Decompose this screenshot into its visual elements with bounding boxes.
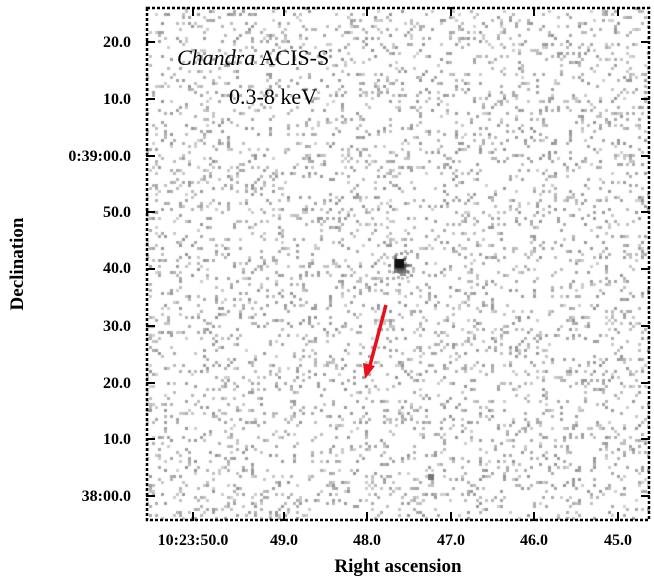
dec-tick-label: 10.0 xyxy=(103,91,131,108)
ra-tick-label: 49.0 xyxy=(270,532,298,549)
ra-tick-label: 48.0 xyxy=(353,532,381,549)
dec-tick-label: 50.0 xyxy=(103,204,131,221)
dec-tick-label: 40.0 xyxy=(103,260,131,277)
image-border xyxy=(145,6,651,522)
dec-tick-label: 30.0 xyxy=(103,318,131,335)
ra-tick-label: 45.0 xyxy=(604,532,632,549)
ra-tick-label: 10:23:50.0 xyxy=(157,532,229,549)
ra-tick-label: 46.0 xyxy=(520,532,548,549)
y-axis-title: Declination xyxy=(7,217,28,311)
dec-tick-label: 38:00.0 xyxy=(81,488,131,505)
instrument-name-italic: Chandra xyxy=(177,45,256,70)
dec-tick-label: 20.0 xyxy=(103,375,131,392)
dec-tick-label: 0:39:00.0 xyxy=(68,148,131,165)
ra-tick-label: 47.0 xyxy=(437,532,465,549)
dec-tick-label: 10.0 xyxy=(103,431,131,448)
photon-counts-image xyxy=(146,7,650,521)
arrow-shaft xyxy=(367,304,388,370)
energy-band-caption: 0.3-8 keV xyxy=(229,84,317,109)
instrument-caption: Chandra ACIS-S xyxy=(177,45,329,71)
axis-tick-marks xyxy=(146,7,650,521)
instrument-name-rest: ACIS-S xyxy=(259,45,330,70)
x-axis-title: Right ascension xyxy=(334,556,462,577)
xray-image-panel xyxy=(145,6,651,522)
dec-tick-label: 20.0 xyxy=(103,34,131,51)
arrow-head xyxy=(363,363,375,379)
red-arrow xyxy=(363,304,388,379)
image-frame xyxy=(145,6,651,522)
